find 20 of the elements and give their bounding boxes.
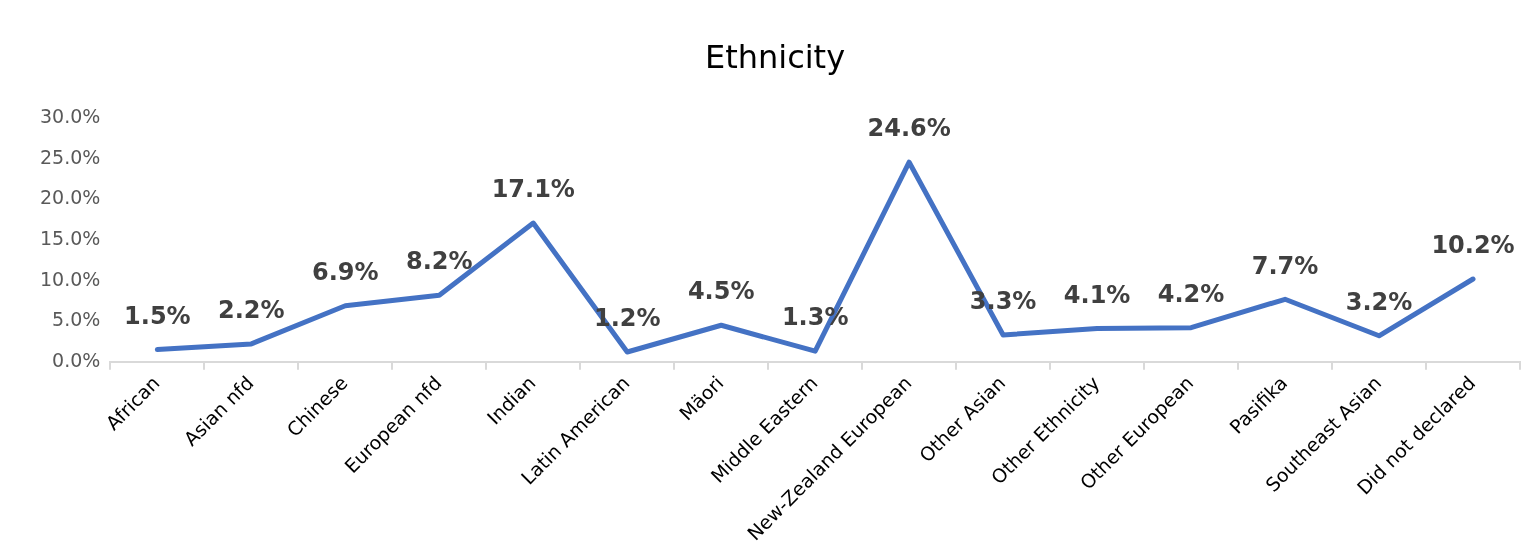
data-label: 3.2% (1345, 288, 1413, 317)
data-label: 4.5% (687, 277, 755, 306)
y-tick-label: 20.0% (40, 186, 101, 209)
data-label: 10.2% (1431, 231, 1515, 260)
data-label: 24.6% (867, 114, 951, 143)
data-label: 4.1% (1063, 280, 1131, 309)
data-label: 1.5% (124, 301, 191, 330)
y-tick-label: 5.0% (52, 308, 101, 331)
data-label: 8.2% (405, 247, 473, 276)
chart-title: Ethnicity (704, 37, 846, 76)
data-label: 2.2% (218, 296, 285, 325)
data-label: 6.9% (312, 258, 379, 287)
y-tick-label: 25.0% (40, 145, 101, 168)
y-tick-label: 15.0% (40, 227, 101, 250)
y-tick-label: 30.0% (40, 105, 101, 128)
data-label: 17.1% (491, 175, 575, 204)
y-tick-label: 10.0% (40, 267, 101, 290)
data-label: 7.7% (1251, 251, 1319, 280)
data-label: 4.2% (1157, 279, 1225, 308)
y-tick-label: 0.0% (52, 348, 101, 371)
